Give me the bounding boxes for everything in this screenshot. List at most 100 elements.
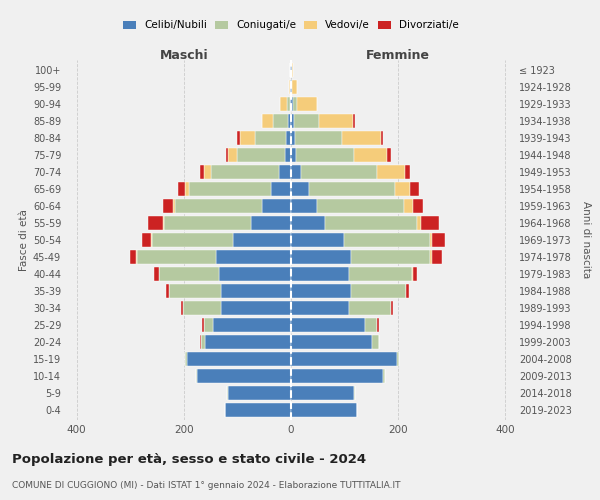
Bar (297, 97, 317, 111)
Bar (349, 267, 412, 281)
Bar (291, 199, 317, 213)
Bar (137, 250, 216, 264)
Bar (189, 182, 271, 196)
Bar (214, 318, 291, 332)
Bar (211, 165, 279, 179)
Bar (163, 216, 164, 230)
Text: Popolazione per età, sesso e stato civile - 2024: Popolazione per età, sesso e stato civil… (12, 452, 366, 466)
Bar (271, 182, 291, 196)
Bar (238, 148, 284, 162)
Bar (291, 114, 293, 128)
Bar (291, 267, 349, 281)
Bar (317, 199, 404, 213)
Bar (319, 114, 353, 128)
Bar (383, 369, 385, 383)
Bar (169, 284, 221, 298)
Bar (216, 250, 291, 264)
Text: Maschi: Maschi (160, 48, 208, 62)
Y-axis label: Anni di nascita: Anni di nascita (581, 202, 591, 278)
Bar (164, 216, 251, 230)
Bar (262, 114, 274, 128)
Bar (185, 182, 189, 196)
Bar (291, 318, 365, 332)
Bar (291, 63, 292, 77)
Bar (308, 182, 395, 196)
Bar (178, 182, 185, 196)
Bar (181, 301, 183, 315)
Bar (152, 233, 233, 247)
Bar (239, 131, 254, 145)
Bar (291, 386, 354, 400)
Bar (291, 182, 308, 196)
Bar (187, 352, 291, 366)
Bar (196, 369, 197, 383)
Bar (343, 233, 430, 247)
Bar (397, 352, 398, 366)
Bar (292, 63, 293, 77)
Bar (301, 165, 377, 179)
Bar (202, 318, 203, 332)
Bar (238, 131, 239, 145)
Bar (203, 318, 214, 332)
Bar (287, 97, 290, 111)
Bar (173, 199, 175, 213)
Bar (218, 267, 291, 281)
Bar (254, 131, 286, 145)
Bar (158, 267, 218, 281)
Bar (325, 216, 417, 230)
Bar (289, 80, 290, 94)
Bar (292, 80, 297, 94)
Bar (200, 165, 204, 179)
Bar (183, 301, 221, 315)
Bar (228, 386, 291, 400)
Bar (406, 284, 409, 298)
Bar (291, 250, 351, 264)
Bar (291, 216, 325, 230)
Bar (291, 335, 373, 349)
Bar (185, 352, 187, 366)
Bar (421, 216, 439, 230)
Bar (290, 80, 291, 94)
Bar (381, 131, 383, 145)
Bar (291, 403, 357, 417)
Bar (391, 301, 393, 315)
Bar (228, 148, 238, 162)
Bar (404, 165, 410, 179)
Bar (351, 284, 406, 298)
Bar (291, 233, 343, 247)
Legend: Celibi/Nubili, Coniugati/e, Vedovi/e, Divorziati/e: Celibi/Nubili, Coniugati/e, Vedovi/e, Di… (121, 18, 461, 32)
Bar (295, 131, 343, 145)
Bar (225, 403, 291, 417)
Bar (284, 148, 291, 162)
Bar (290, 63, 291, 77)
Bar (404, 199, 413, 213)
Bar (289, 114, 291, 128)
Y-axis label: Fasce di età: Fasce di età (19, 209, 29, 271)
Bar (205, 335, 291, 349)
Bar (251, 216, 291, 230)
Bar (142, 233, 151, 247)
Bar (233, 233, 291, 247)
Bar (226, 148, 228, 162)
Bar (433, 250, 442, 264)
Bar (373, 335, 379, 349)
Bar (395, 182, 410, 196)
Bar (274, 114, 289, 128)
Bar (410, 182, 419, 196)
Bar (413, 267, 417, 281)
Bar (353, 114, 355, 128)
Bar (291, 284, 351, 298)
Bar (221, 284, 291, 298)
Bar (175, 199, 262, 213)
Bar (204, 165, 211, 179)
Bar (201, 335, 205, 349)
Bar (286, 131, 291, 145)
Bar (417, 216, 421, 230)
Bar (430, 250, 433, 264)
Text: COMUNE DI CUGGIONO (MI) - Dati ISTAT 1° gennaio 2024 - Elaborazione TUTTITALIA.I: COMUNE DI CUGGIONO (MI) - Dati ISTAT 1° … (12, 481, 401, 490)
Bar (293, 114, 319, 128)
Bar (377, 318, 379, 332)
Bar (291, 301, 349, 315)
Bar (430, 233, 433, 247)
Bar (262, 199, 291, 213)
